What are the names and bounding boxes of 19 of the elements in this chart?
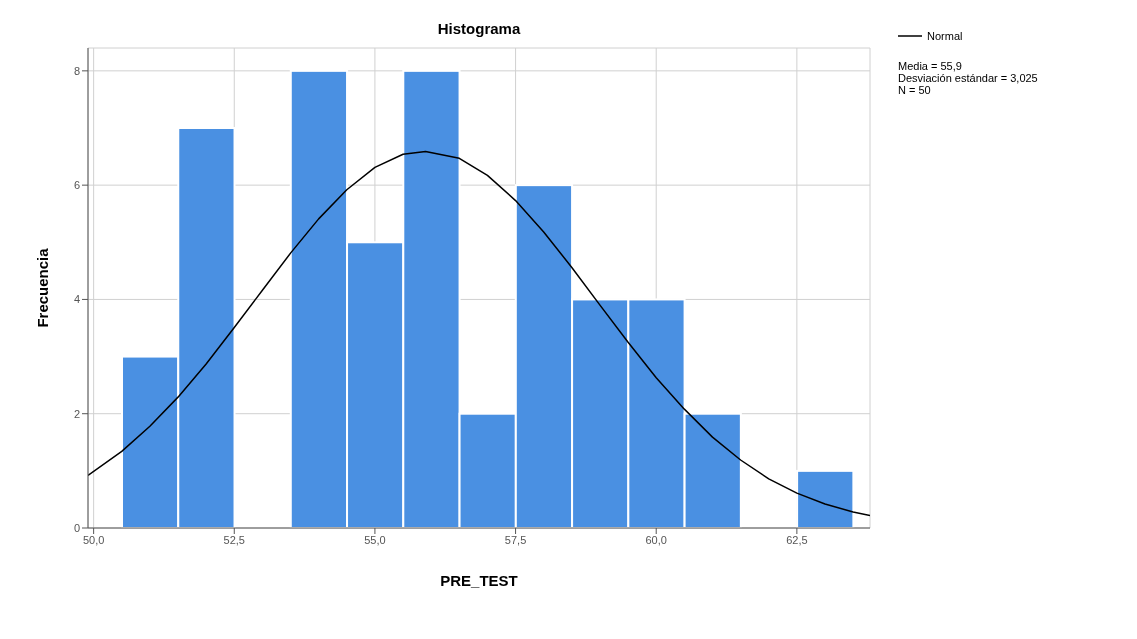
x-tick-label: 62,5 xyxy=(786,533,808,546)
x-tick-label: 57,5 xyxy=(504,533,527,546)
chart-title: Histograma xyxy=(436,20,522,37)
x-axis-title: PRE_TEST xyxy=(440,572,518,589)
legend-label: Normal xyxy=(927,30,963,42)
text: Media = 55,9 xyxy=(898,60,963,72)
text: N = 50 xyxy=(898,84,932,96)
x-tick-label: 55,0 xyxy=(364,533,386,546)
y-tick-label: 4 xyxy=(73,293,80,306)
y-tick-label: 0 xyxy=(73,521,80,534)
text: Desviación estándar = 3,025 xyxy=(898,72,1038,84)
y-axis-title: Frecuencia xyxy=(34,247,52,328)
y-tick-label: 8 xyxy=(73,64,80,77)
line-series xyxy=(88,150,870,517)
x-tick-label: 50,0 xyxy=(82,533,105,546)
y-tick-label: 6 xyxy=(73,179,80,192)
y-tick-label: 2 xyxy=(73,407,80,420)
x-tick-label: 52,5 xyxy=(223,533,245,546)
x-tick-label: 60,0 xyxy=(645,533,667,546)
